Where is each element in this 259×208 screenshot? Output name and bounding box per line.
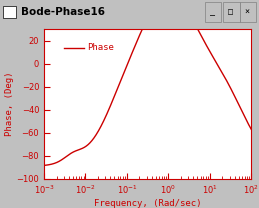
X-axis label: Frequency, (Rad/sec): Frequency, (Rad/sec) (94, 199, 202, 208)
Text: □: □ (228, 7, 233, 16)
Y-axis label: Phase, (Deg): Phase, (Deg) (5, 72, 14, 136)
FancyBboxPatch shape (205, 2, 221, 21)
Text: ×: × (245, 7, 250, 16)
Text: Bode-Phase16: Bode-Phase16 (21, 7, 105, 17)
Text: _: _ (210, 7, 215, 16)
FancyBboxPatch shape (240, 2, 256, 21)
FancyBboxPatch shape (223, 2, 240, 21)
FancyBboxPatch shape (3, 6, 16, 18)
Text: Phase: Phase (87, 43, 114, 52)
